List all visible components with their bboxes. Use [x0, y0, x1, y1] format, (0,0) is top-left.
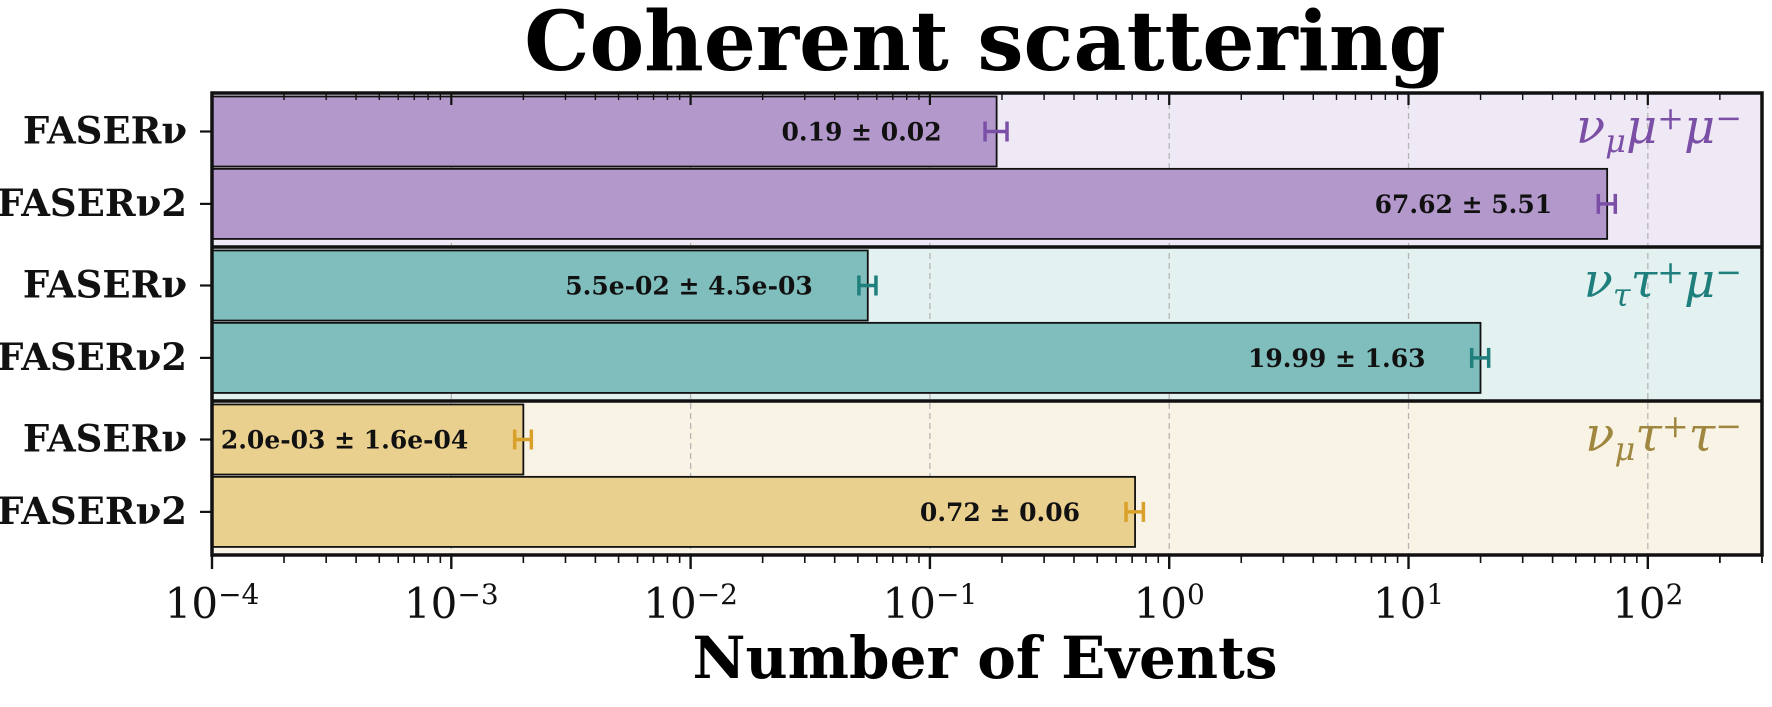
x-tick-label: 100 [1134, 578, 1205, 628]
channel-label: νμτ+τ− [1585, 407, 1742, 468]
plot-frame [210, 91, 1764, 557]
channel-label: νμμ+μ− [1576, 99, 1742, 160]
chart-title: Coherent scattering [524, 0, 1446, 90]
bar [211, 321, 1482, 394]
y-tick-label: FASERν2 [0, 181, 187, 225]
data-label: 2.0e-03 ± 1.6e-04 [221, 426, 469, 455]
x-tick-label: 10−2 [643, 578, 738, 628]
y-tick-label: FASERν2 [0, 489, 187, 533]
bar [211, 95, 998, 168]
y-tick-label: FASERν [23, 263, 187, 307]
x-tick-label: 10−3 [404, 578, 499, 628]
data-label: 19.99 ± 1.63 [1248, 344, 1426, 373]
y-tick-label: FASERν2 [0, 335, 187, 379]
bar [211, 249, 869, 322]
x-tick-label: 101 [1373, 578, 1444, 628]
bar [211, 475, 1136, 548]
x-axis-label: Number of Events [692, 624, 1277, 692]
y-tick-label: FASERν [23, 417, 187, 461]
plot-area: 0.19 ± 0.02 FASERν 67.62 ± 5.51 FASERν2 νμμ+… [0, 91, 1764, 628]
data-label: 67.62 ± 5.51 [1375, 190, 1553, 219]
data-label: 0.72 ± 0.06 [920, 498, 1080, 527]
data-label: 5.5e-02 ± 4.5e-03 [565, 272, 813, 301]
data-label: 0.19 ± 0.02 [781, 118, 941, 147]
x-tick-label: 10−4 [165, 578, 260, 628]
x-tick-label: 102 [1612, 578, 1683, 628]
channel-label: νττ+μ− [1584, 253, 1742, 314]
x-tick-label: 10−1 [883, 578, 978, 628]
y-tick-label: FASERν [23, 109, 187, 153]
